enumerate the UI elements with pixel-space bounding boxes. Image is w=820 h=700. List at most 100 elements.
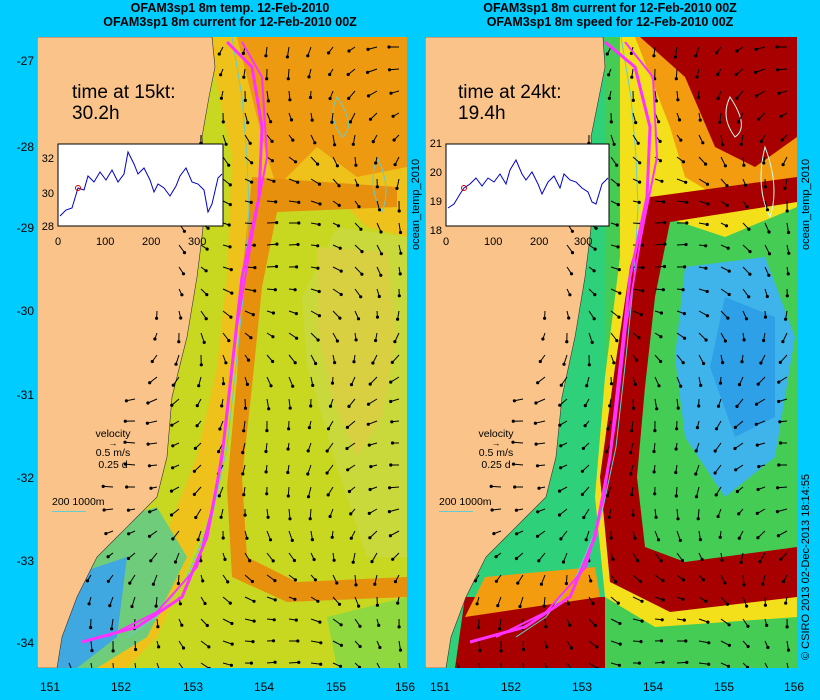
current-vector: [287, 68, 290, 79]
vector-arrowhead: [366, 47, 370, 51]
vector-arrowhead: [182, 229, 186, 233]
vector-arrowhead: [777, 463, 781, 467]
current-vector: [714, 442, 722, 452]
vector-arrowhead: [659, 639, 664, 643]
current-vector: [308, 486, 312, 497]
vector-arrowhead: [679, 384, 683, 388]
current-vector: [288, 354, 296, 364]
vector-arrowhead: [778, 441, 783, 445]
current-vector: [171, 508, 180, 516]
current-vector: [266, 574, 276, 582]
vector-arrowhead: [676, 406, 680, 410]
vector-arrowhead: [652, 54, 656, 58]
vector-arrowhead: [533, 421, 537, 425]
vector-arrowhead: [389, 380, 393, 384]
vector-arrowhead: [297, 200, 301, 204]
vector-arrowhead: [377, 294, 381, 299]
vector-arrowhead: [654, 99, 658, 103]
vector-arrowhead: [248, 141, 252, 145]
vector-arrowhead: [704, 338, 708, 342]
vector-arrowhead: [754, 422, 758, 426]
vector-arrowhead: [590, 340, 594, 344]
vector-arrowhead: [685, 200, 689, 204]
current-vector: [610, 640, 621, 645]
vector-arrowhead: [228, 601, 232, 605]
vector-arrowhead: [390, 420, 394, 424]
current-vector: [778, 530, 788, 537]
current-vector: [222, 156, 230, 166]
vector-arrowhead: [245, 536, 249, 540]
current-vector: [218, 486, 224, 497]
vector-arrowhead: [478, 649, 482, 653]
vector-arrowhead: [735, 49, 739, 53]
vector-arrowhead: [569, 272, 574, 276]
vector-arrowhead: [786, 230, 791, 235]
vector-arrowhead: [608, 404, 612, 408]
vector-arrowhead: [745, 604, 749, 608]
current-vector: [764, 662, 769, 668]
current-vector: [147, 398, 158, 404]
current-vector: [156, 662, 160, 668]
vector-arrowhead: [661, 288, 665, 292]
current-vector: [68, 662, 72, 668]
current-vector: [738, 112, 744, 123]
lat-tick: -28: [16, 140, 34, 154]
current-vector: [786, 222, 789, 233]
current-vector: [522, 662, 525, 668]
vector-arrowhead: [328, 72, 332, 77]
current-vector: [367, 68, 378, 73]
vector-arrowhead: [230, 642, 234, 646]
vector-arrowhead: [193, 446, 197, 450]
right-time-annotation: time at 24kt: 19.4h: [458, 82, 562, 124]
vector-arrowhead: [390, 441, 395, 445]
vector-arrowhead: [205, 293, 209, 297]
vector-arrowhead: [544, 625, 548, 629]
vector-arrowhead: [104, 532, 108, 536]
vector-arrowhead: [398, 230, 403, 235]
vector-arrowhead: [169, 489, 174, 493]
vector-arrowhead: [374, 338, 378, 343]
vector-arrowhead: [128, 581, 132, 585]
current-vector: [288, 508, 291, 519]
vector-arrowhead: [609, 536, 613, 540]
vector-arrowhead: [242, 493, 246, 497]
vector-arrowhead: [734, 468, 738, 472]
vector-arrowhead: [662, 264, 667, 269]
vector-arrowhead: [125, 485, 129, 489]
vector-arrowhead: [785, 625, 789, 629]
vector-arrowhead: [391, 557, 395, 561]
current-vector: [310, 354, 317, 364]
vector-arrowhead: [357, 665, 362, 668]
vector-arrowhead: [607, 96, 611, 100]
vector-arrowhead: [721, 143, 725, 147]
vector-arrowhead: [735, 404, 739, 408]
vector-arrowhead: [351, 560, 355, 564]
vector-arrowhead: [757, 465, 761, 469]
vector-arrowhead: [747, 295, 751, 299]
vector-arrowhead: [514, 508, 518, 512]
vector-arrowhead: [583, 404, 587, 408]
current-vector: [310, 310, 320, 317]
vector-arrowhead: [360, 272, 364, 276]
vector-arrowhead: [617, 315, 621, 319]
current-vector: [376, 662, 381, 668]
vector-arrowhead: [677, 118, 682, 122]
vector-arrowhead: [680, 558, 684, 563]
vector-arrowhead: [725, 203, 729, 207]
current-vector: [714, 464, 722, 474]
vector-arrowhead: [207, 645, 211, 649]
vector-arrowhead: [534, 442, 538, 446]
current-vector: [742, 596, 748, 607]
vector-arrowhead: [535, 464, 540, 468]
current-vector: [676, 354, 684, 364]
vector-arrowhead: [395, 186, 399, 190]
vector-arrowhead: [640, 243, 644, 247]
vector-arrowhead: [397, 209, 401, 213]
vector-arrowhead: [348, 120, 353, 124]
vector-arrowhead: [580, 492, 584, 496]
current-vector: [606, 486, 612, 497]
vector-arrowhead: [706, 202, 710, 206]
vector-arrowhead: [249, 336, 253, 340]
vector-arrowhead: [242, 429, 246, 433]
vector-arrowhead: [325, 471, 329, 475]
